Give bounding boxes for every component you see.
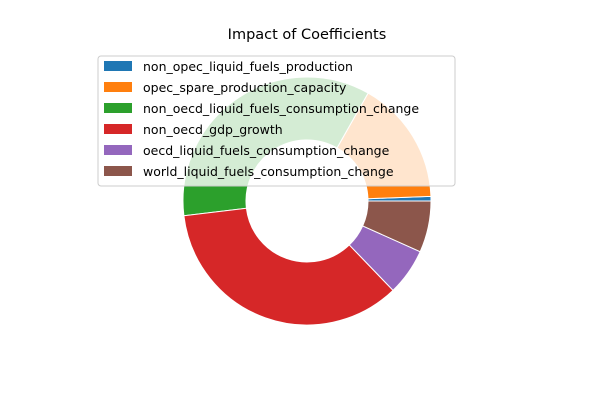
legend-label-world-liquid-fuels-consumption-change: world_liquid_fuels_consumption_change	[143, 164, 394, 179]
slice-non-oecd-gdp-growth	[183, 207, 394, 326]
legend-label-opec-spare-production-capacity: opec_spare_production_capacity	[143, 80, 347, 95]
legend-swatch-non-opec-liquid-fuels-production	[104, 61, 132, 71]
legend-swatch-oecd-liquid-fuels-consumption-change	[104, 145, 132, 155]
legend-swatch-non-oecd-liquid-fuels-consumption-change	[104, 103, 132, 113]
legend-frame	[97, 55, 456, 187]
legend-label-oecd-liquid-fuels-consumption-change: oecd_liquid_fuels_consumption_change	[143, 143, 390, 158]
legend-swatch-opec-spare-production-capacity	[104, 82, 132, 92]
legend: non_opec_liquid_fuels_production opec_spa…	[97, 55, 456, 187]
legend-items: non_opec_liquid_fuels_production opec_spa…	[104, 59, 419, 179]
chart-title: Impact of Coefficients	[228, 27, 387, 43]
slice-world-liquid-fuels-consumption-change	[362, 200, 432, 253]
legend-label-non-oecd-liquid-fuels-consumption-change: non_oecd_liquid_fuels_consumption_change	[143, 101, 419, 116]
legend-swatch-world-liquid-fuels-consumption-change	[104, 166, 132, 176]
legend-label-non-opec-liquid-fuels-production: non_opec_liquid_fuels_production	[143, 59, 353, 74]
legend-swatch-non-oecd-gdp-growth	[104, 124, 132, 134]
legend-label-non-oecd-gdp-growth: non_oecd_gdp_growth	[143, 122, 283, 137]
